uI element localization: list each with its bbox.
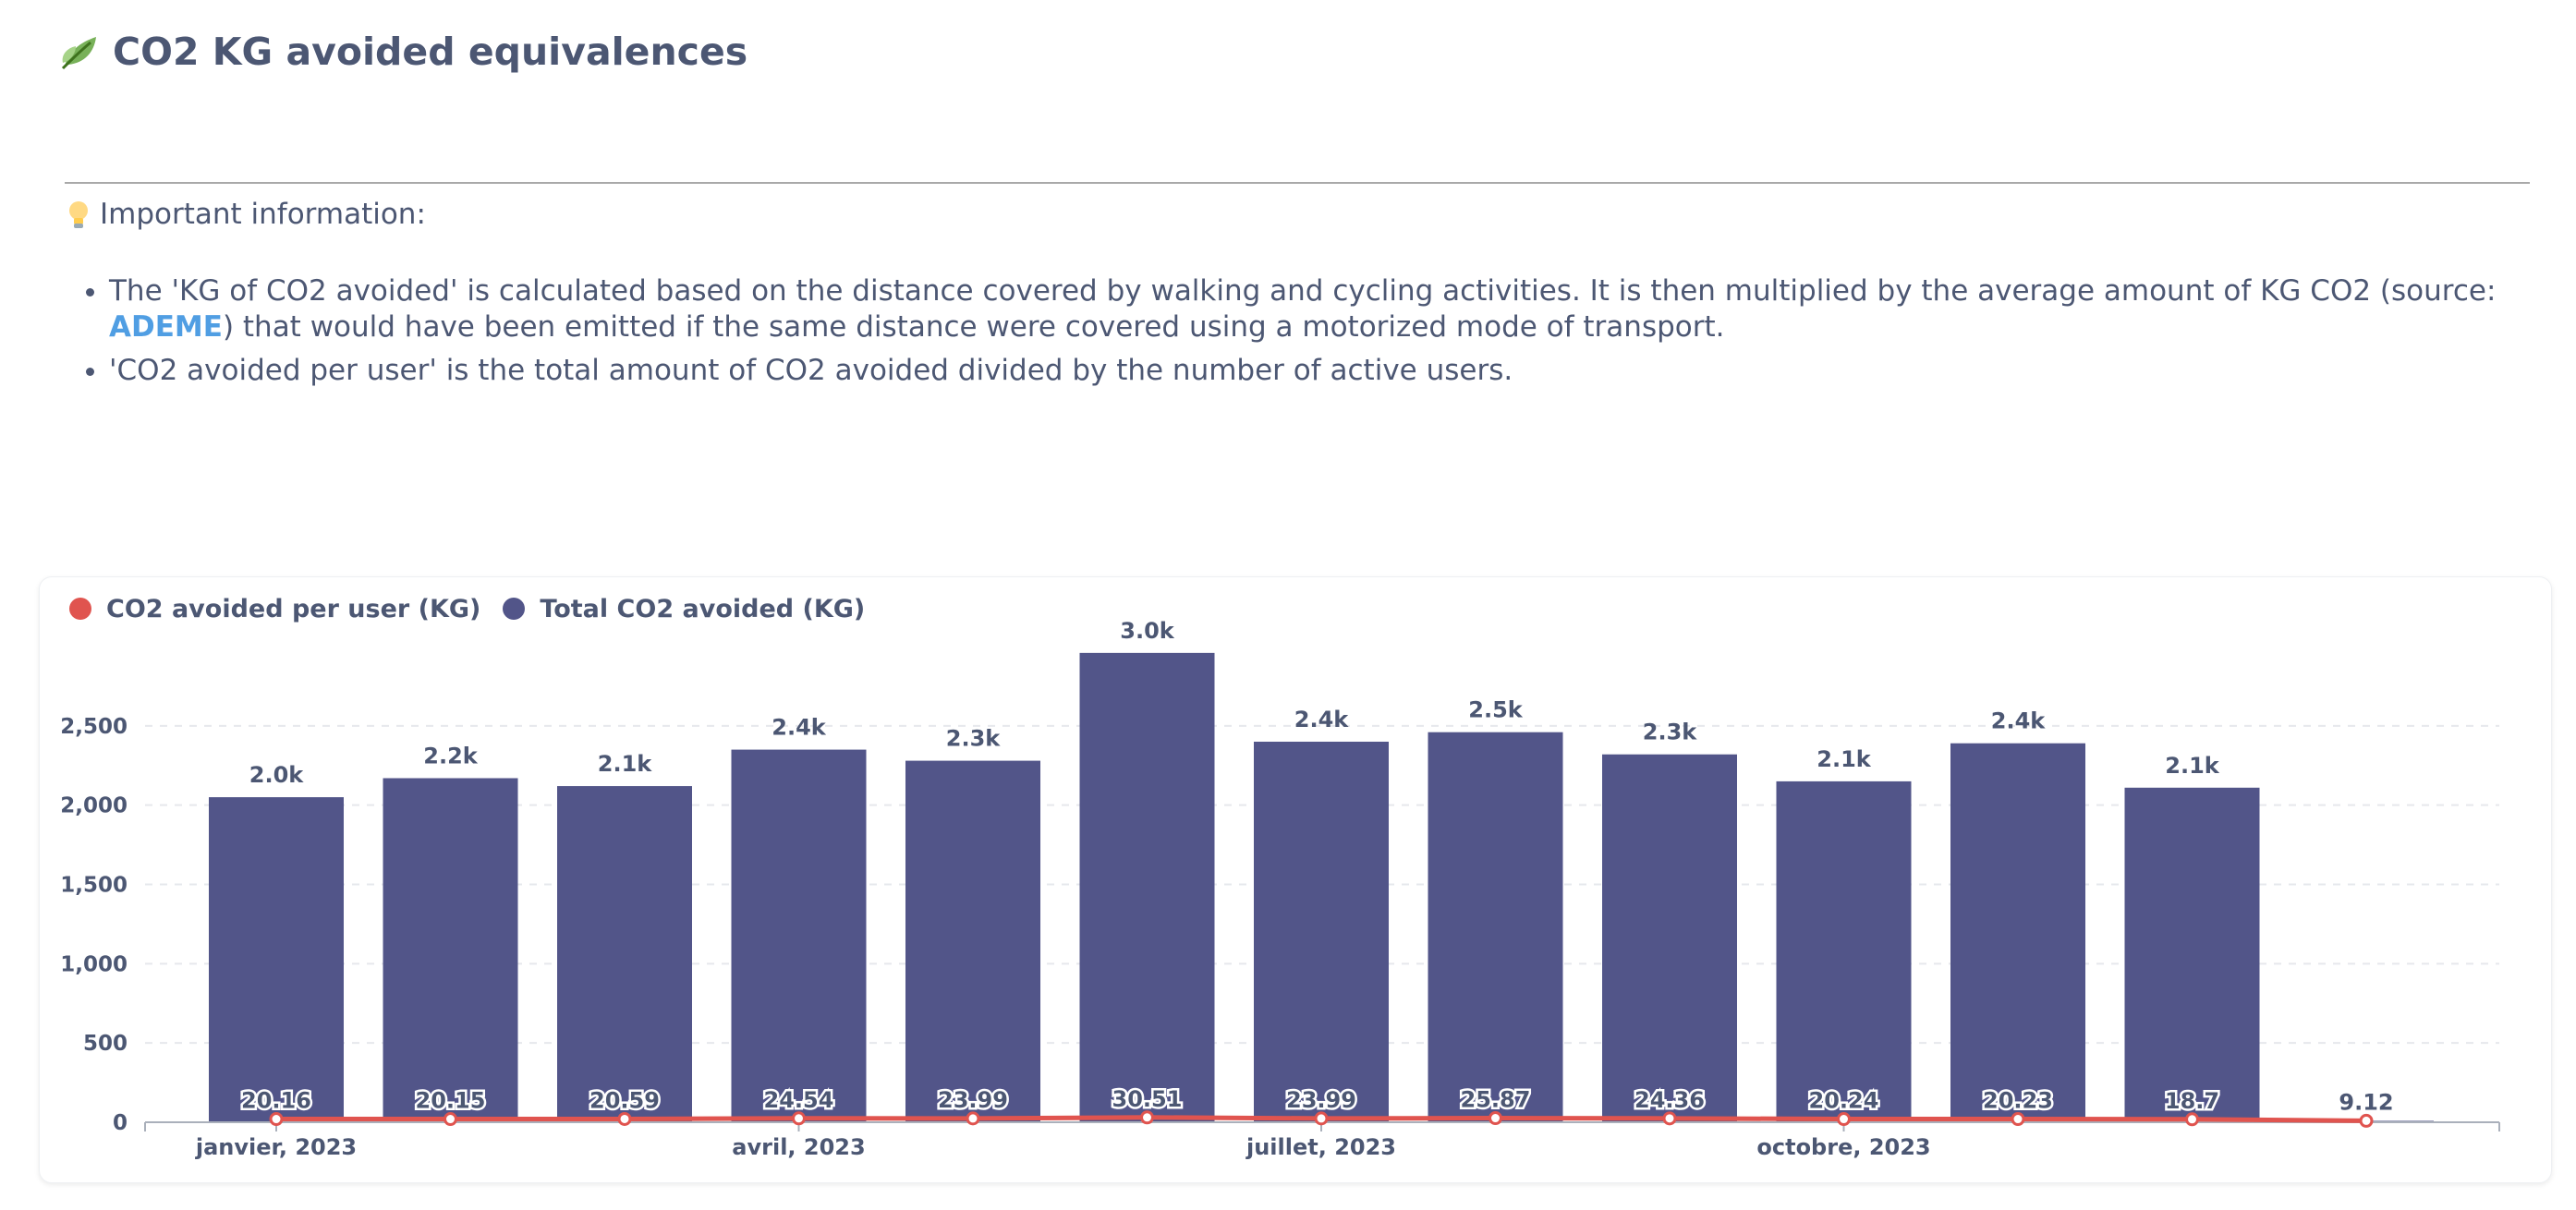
line-value-label: 20.23 (1983, 1088, 2053, 1114)
legend-label-total: Total CO2 avoided (KG) (540, 594, 866, 623)
line-point (617, 1111, 632, 1126)
leaf-icon (61, 37, 96, 70)
bar-value-label: 2.3k (946, 726, 1002, 752)
bar-value-label: 2.4k (772, 715, 827, 741)
bar-value-label: 2.1k (1817, 746, 1872, 772)
bar-value-label: 2.0k (249, 762, 305, 788)
y-tick-label: 1,000 (60, 952, 128, 976)
line-point (1314, 1111, 1329, 1126)
line-value-label: 20.24 (1809, 1088, 1879, 1114)
legend-dot-total (503, 598, 526, 620)
line-point (1488, 1111, 1502, 1126)
ademe-link[interactable]: ADEME (109, 310, 223, 344)
line-value-label: 30.51 (1112, 1086, 1183, 1112)
page-header: CO2 KG avoided equivalences (59, 24, 747, 79)
bar (1428, 732, 1563, 1122)
bar (1950, 743, 2085, 1122)
line-point (2359, 1113, 2374, 1128)
bar-value-label: 2.2k (423, 743, 479, 768)
bar (2124, 787, 2260, 1122)
bar (383, 778, 518, 1122)
line-point (1837, 1112, 1851, 1127)
line-value-label: 20.16 (241, 1088, 311, 1114)
page-title: CO2 KG avoided equivalences (113, 30, 748, 74)
chart-legend: CO2 avoided per user (KG) Total CO2 avoi… (69, 590, 887, 627)
lightbulb-icon (69, 201, 88, 228)
line-value-label: 24.36 (1634, 1087, 1705, 1113)
info-section: Important information: The 'KG of CO2 av… (65, 196, 2513, 396)
bar-value-label: 2.4k (1991, 708, 2047, 734)
line-value-label: 20.59 (589, 1087, 660, 1113)
line-point (2185, 1112, 2199, 1127)
x-tick-label: janvier, 2023 (195, 1134, 357, 1160)
line-point (1140, 1110, 1154, 1125)
y-tick-label: 2,000 (60, 794, 128, 818)
info-bullet-1: The 'KG of CO2 avoided' is calculated ba… (109, 273, 2513, 345)
bar (731, 749, 867, 1122)
legend-item-per-user[interactable]: CO2 avoided per user (KG) (69, 595, 480, 623)
line-point (792, 1111, 806, 1126)
bar (1776, 780, 1912, 1122)
x-tick-label: octobre, 2023 (1756, 1134, 1930, 1160)
bar (1254, 742, 1389, 1122)
line-point (1662, 1111, 1677, 1126)
x-tick-label: juillet, 2023 (1245, 1134, 1396, 1160)
bar-value-label: 2.1k (2165, 753, 2220, 779)
legend-item-total[interactable]: Total CO2 avoided (KG) (503, 595, 865, 623)
info-bullet-2: 'CO2 avoided per user' is the total amou… (109, 353, 2513, 389)
bar (209, 797, 344, 1122)
bar (1602, 754, 1737, 1122)
chart-card: CO2 avoided per user (KG) Total CO2 avoi… (39, 576, 2552, 1183)
y-tick-label: 2,500 (60, 715, 128, 739)
bar (557, 786, 692, 1122)
line-value-label: 20.15 (416, 1088, 486, 1114)
line-value-label: 18.7 (2165, 1088, 2219, 1114)
info-heading-text: Important information: (100, 198, 426, 231)
line-point (2011, 1112, 2025, 1127)
y-tick-label: 500 (83, 1032, 128, 1056)
bar (1079, 652, 1215, 1122)
info-list: The 'KG of CO2 avoided' is calculated ba… (65, 273, 2513, 389)
legend-label-per-user: CO2 avoided per user (KG) (106, 594, 481, 623)
bar (905, 760, 1040, 1122)
bar-value-label: 2.5k (1468, 697, 1524, 723)
line-value-label: 25.87 (1461, 1087, 1531, 1113)
bar-value-label: 2.1k (598, 751, 653, 777)
y-tick-label: 0 (113, 1111, 128, 1135)
line-value-label: 23.99 (1286, 1087, 1356, 1113)
line-value-label: 23.99 (938, 1087, 1008, 1113)
bar-value-label: 3.0k (1120, 618, 1175, 644)
legend-dot-per-user (69, 598, 91, 620)
line-value-label: 24.54 (764, 1087, 834, 1113)
line-value-label: 9.12 (2339, 1089, 2393, 1115)
x-tick-label: avril, 2023 (732, 1134, 865, 1160)
combo-chart: 0 500 1,000 1,500 2,000 2,500 2.0k 2.2k 2.1k 2.4k… (60, 618, 2500, 1160)
line-point (966, 1111, 980, 1126)
y-tick-label: 1,500 (60, 874, 128, 898)
bar-value-label: 2.4k (1294, 707, 1350, 732)
info-heading: Important information: (65, 196, 2513, 233)
line-point (444, 1112, 457, 1127)
bar-value-label: 2.3k (1643, 720, 1698, 745)
line-point (269, 1112, 284, 1127)
divider (65, 182, 2530, 184)
